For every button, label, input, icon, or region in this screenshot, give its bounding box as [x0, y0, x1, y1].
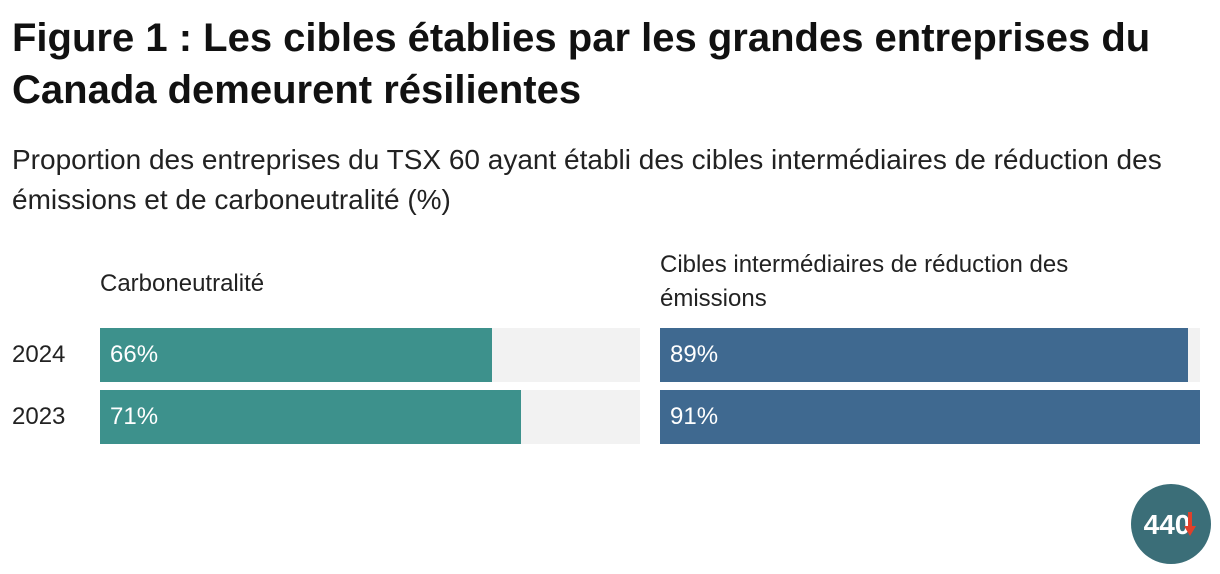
chart-subtitle: Proportion des entreprises du TSX 60 aya…	[12, 144, 1162, 215]
bar-track: 71%	[100, 390, 640, 444]
bar-cibles-2023	[660, 390, 1200, 444]
440-logo-icon: 440	[1131, 484, 1211, 564]
category-label-2023: 2023	[12, 403, 66, 430]
logo-text: 440	[1144, 509, 1191, 540]
bar-value-label: 71%	[110, 403, 159, 430]
bar-carboneutralite-2024	[100, 328, 492, 382]
bar-track: 91%	[660, 390, 1200, 444]
bar-value-label: 66%	[110, 341, 159, 368]
panel-title-cibles-intermediaires: Cibles intermédiaires de réduction des é…	[660, 251, 1069, 312]
chart-title: Figure 1 : Les cibles établies par les g…	[12, 16, 1151, 112]
category-label-2024: 2024	[12, 341, 66, 368]
bar-track: 66%	[100, 328, 640, 382]
bar-track: 89%	[660, 328, 1200, 382]
bar-carboneutralite-2023	[100, 390, 522, 444]
bar-value-label: 91%	[670, 403, 719, 430]
bar-value-label: 89%	[670, 341, 719, 368]
bar-cibles-2024	[660, 328, 1189, 382]
panel-title-carboneutralite: Carboneutralité	[100, 270, 265, 297]
